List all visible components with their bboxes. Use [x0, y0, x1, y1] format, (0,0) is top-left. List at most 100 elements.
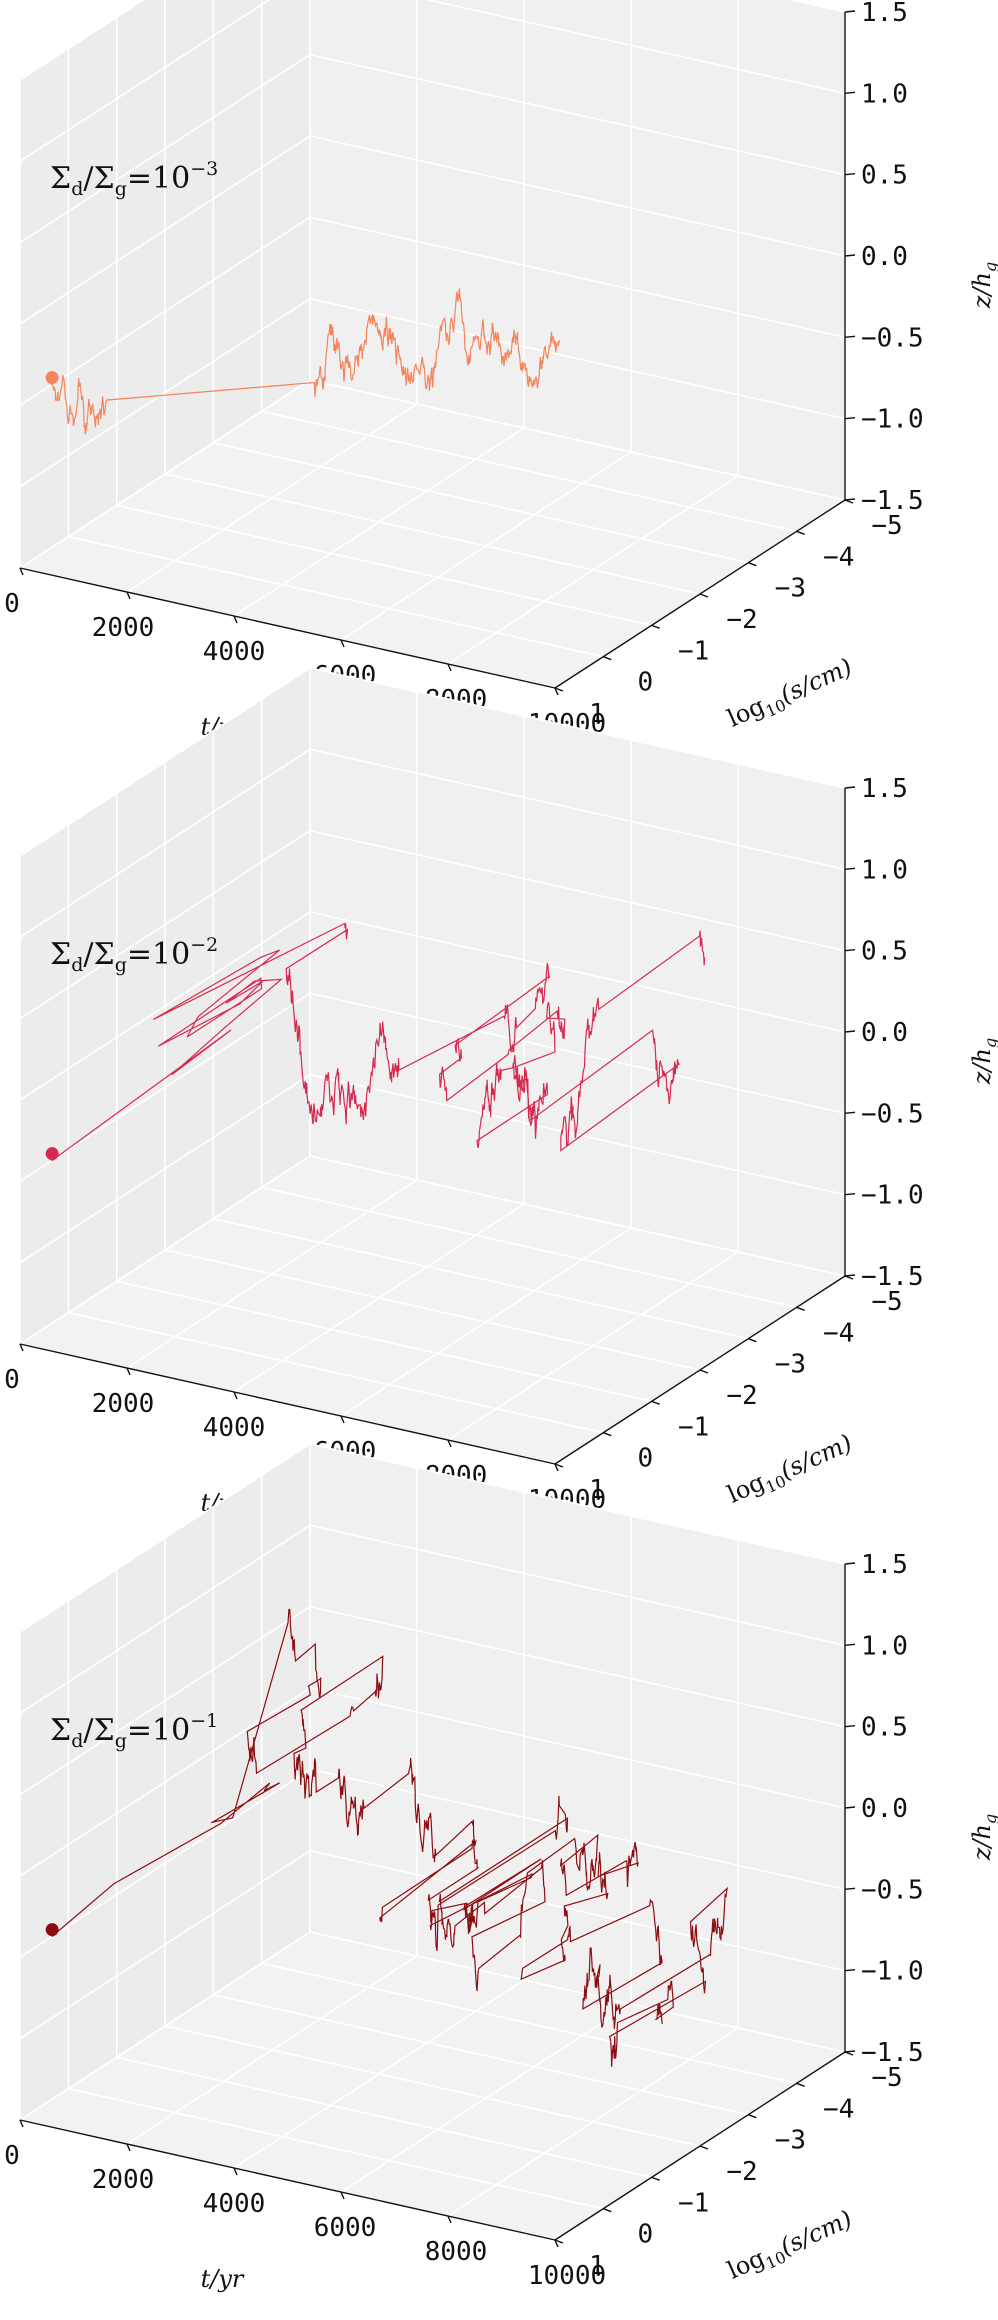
x-tick-label: 0: [4, 1365, 20, 1395]
ann-mid: /Σ: [83, 937, 114, 972]
grid-line: [309, 216, 846, 339]
ann-eq: =10: [127, 937, 190, 972]
z-tick-mark: [844, 1562, 856, 1565]
z-tick-label: 0.5: [861, 1713, 908, 1743]
ann-sigma: Σ: [50, 937, 71, 972]
z-tick-label: 1.0: [861, 1631, 908, 1661]
x-tick-mark: [233, 2167, 238, 2176]
x-tick-mark: [19, 2119, 24, 2128]
grid-line: [19, 0, 271, 163]
grid-line: [19, 53, 311, 244]
ratio-annotation: Σd/Σg=10−3: [50, 158, 218, 200]
subplot-2: 020004000600080001000010−1−2−3−4−51.51.0…: [4, 667, 998, 1517]
grid-line: [309, 667, 846, 789]
z-tick-mark: [844, 254, 856, 257]
x-tick-label: 4000: [203, 637, 266, 667]
z-tick-label: 0.0: [861, 242, 908, 272]
z-axis-label-sub: g: [981, 1814, 998, 1824]
z-tick-label: −1.0: [861, 1957, 924, 1987]
grid-line: [164, 2025, 701, 2147]
y-tick-mark: [699, 1369, 709, 1374]
x-tick-label: 2000: [92, 613, 155, 643]
y-tick-mark: [699, 2145, 709, 2150]
z-tick-mark: [844, 1806, 856, 1809]
x-tick-mark: [233, 615, 238, 624]
grid-line: [19, 297, 311, 488]
grid-line: [19, 216, 311, 407]
z-axis-label-main: z/h: [968, 1048, 996, 1085]
z-tick-mark: [844, 1724, 856, 1728]
y-tick-mark: [603, 2208, 612, 2213]
trajectory-line: [50, 288, 561, 435]
y-tick-mark: [796, 2082, 805, 2087]
ann-exp: −1: [190, 1710, 218, 1732]
ann-sub-g: g: [115, 178, 127, 200]
grid-line: [68, 2087, 604, 2210]
z-tick-mark: [844, 172, 856, 176]
grid-line: [309, 1931, 846, 2053]
ann-sub-d: d: [71, 178, 83, 200]
z-tick-mark: [844, 1192, 856, 1196]
grid-line: [68, 1311, 604, 1434]
x-tick-label: 0: [4, 589, 20, 619]
ann-eq: =10: [127, 1713, 190, 1748]
ann-sub-d: d: [71, 954, 83, 976]
y-tick-mark: [554, 687, 564, 692]
y-tick-label: −2: [726, 1381, 757, 1411]
x-tick-label: 4000: [203, 1413, 266, 1443]
y-tick-label: −4: [823, 2094, 854, 2124]
ann-mid: /Σ: [83, 1713, 114, 1748]
ann-mid: /Σ: [83, 161, 114, 196]
grid-line: [309, 297, 846, 420]
x-axis-line: [19, 1343, 556, 1465]
z-tick-mark: [844, 91, 856, 95]
y-tick-mark: [603, 656, 612, 661]
z-tick-label: −0.5: [861, 1875, 924, 1905]
z-tick-mark: [844, 786, 856, 789]
grid-line: [116, 1280, 652, 1403]
x-tick-mark: [447, 1439, 452, 1448]
grid-line: [309, 748, 846, 871]
z-tick-label: 0.0: [861, 1794, 908, 1824]
z-tick-mark: [844, 1030, 856, 1033]
y-tick-label: −5: [871, 2063, 902, 2093]
trajectory-line: [51, 1608, 728, 2067]
grid-line: [309, 1524, 846, 1647]
grid-line: [19, 1931, 311, 2121]
z-tick-mark: [844, 498, 856, 501]
ann-exp: −2: [190, 934, 218, 956]
z-tick-label: 1.5: [861, 0, 908, 28]
grid-line: [213, 1217, 749, 1340]
y-axis-label-log: log: [723, 692, 769, 733]
subplot-3: 020004000600080001000010−1−2−3−4−51.51.0…: [4, 1443, 998, 2293]
y-axis-label-unit: (s/cm): [776, 1429, 856, 1485]
grid-line: [19, 135, 311, 325]
y-axis-label: log10(s/cm): [723, 1429, 858, 1512]
z-tick-mark: [844, 1274, 856, 1277]
y-tick-label: −4: [823, 1318, 854, 1348]
x-tick-mark: [447, 2215, 452, 2224]
y-tick-mark: [554, 1463, 564, 1468]
y-axis-label-unit: (s/cm): [776, 653, 856, 709]
y-tick-label: −2: [726, 2157, 757, 2187]
y-tick-label: −1: [678, 2188, 709, 2218]
y-axis-label-log: log: [723, 2244, 769, 2285]
grid-line: [19, 992, 311, 1183]
y-tick-label: −2: [726, 605, 757, 635]
z-tick-mark: [844, 335, 856, 339]
y-axis-label: log10(s/cm): [723, 2205, 858, 2288]
z-tick-label: −0.5: [861, 323, 924, 353]
subplot-1: 020004000600080001000010−1−2−3−4−51.51.0…: [4, 0, 998, 741]
z-axis-label: z/hg: [968, 1814, 998, 1861]
ann-eq: =10: [127, 161, 190, 196]
grid-line: [309, 1073, 846, 1196]
x-tick-mark: [447, 663, 452, 672]
x-tick-mark: [554, 2239, 559, 2248]
z-axis-label-main: z/h: [968, 1824, 996, 1861]
y-tick-mark: [748, 2114, 757, 2119]
x-tick-mark: [233, 1391, 238, 1400]
grid-line: [213, 441, 749, 564]
grid: [19, 667, 846, 1465]
x-tick-mark: [126, 591, 131, 600]
